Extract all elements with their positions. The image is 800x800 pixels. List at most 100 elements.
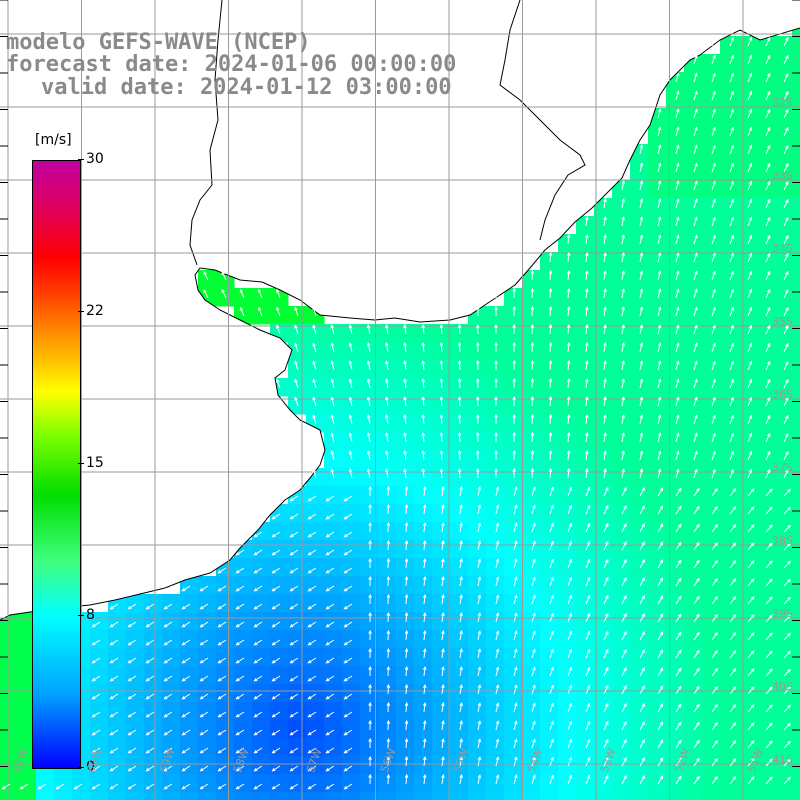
wind-arrow-head [639,162,644,167]
wind-arrow-head [694,378,698,383]
wind-arrow-head [145,785,150,790]
wind-speed-cell [558,324,577,343]
wind-arrow [290,657,299,664]
wind-arrow-head [422,485,427,491]
wind-speed-cell [486,378,505,397]
wind-speed-cell [306,576,325,595]
wind-arrow-head [730,36,735,41]
wind-speed-cell [504,756,523,775]
wind-arrow-head [348,378,353,383]
wind-arrow [404,343,407,353]
wind-arrow-head [568,720,573,725]
wind-speed-cell [612,342,631,361]
wind-arrow [765,235,771,245]
wind-arrow [621,415,625,425]
wind-arrow [657,289,661,299]
wind-arrow [92,711,101,718]
wind-speed-cell [540,630,559,649]
wind-speed-cell [360,792,379,800]
wind-speed-cell [756,774,775,793]
wind-arrow-head [605,630,609,635]
wind-arrow-head [127,623,132,628]
wind-arrow [567,667,572,677]
wind-arrow-head [289,767,294,772]
wind-speed-cell [342,324,361,343]
wind-arrow-head [641,577,645,582]
wind-arrow [747,704,755,713]
wind-arrow-head [325,659,330,664]
wind-speed-cell [594,540,613,559]
wind-arrow [459,667,463,677]
wind-arrow [182,657,191,664]
wind-arrow [513,613,517,623]
wind-speed-cell [648,558,667,577]
wind-speed-cell [18,630,37,649]
wind-arrow-head [181,767,186,772]
wind-arrow-head [677,703,682,708]
wind-speed-cell [684,684,703,703]
wind-arrow-head [603,414,607,419]
wind-arrow-head [712,72,716,77]
wind-speed-cell [18,702,37,721]
wind-arrow-head [767,378,771,383]
wind-arrow-head [714,739,718,744]
wind-arrow [440,450,443,461]
wind-arrow-head [457,395,462,400]
wind-arrow [765,451,771,461]
wind-arrow-head [477,630,482,635]
wind-speed-cell [270,756,289,775]
wind-speed-cell [378,342,397,361]
wind-arrow [603,541,609,551]
wind-arrow-head [767,216,771,221]
wind-speed-cell [774,108,793,127]
wind-speed-cell [432,504,451,523]
wind-speed-cell [378,756,397,775]
wind-arrow-head [659,757,664,762]
wind-arrow [639,433,643,443]
wind-arrow-head [532,504,536,509]
wind-arrow-head [532,630,536,635]
wind-arrow [405,540,408,551]
wind-arrow-head [623,594,627,599]
wind-arrow-head [348,432,353,437]
wind-arrow [603,703,609,713]
wind-arrow [693,433,698,443]
wind-speed-cell [378,414,397,433]
wind-arrow-head [566,395,571,401]
wind-speed-cell [450,684,469,703]
wind-arrow-head [676,72,680,77]
wind-arrow [404,397,407,407]
wind-arrow [603,199,606,209]
wind-arrow-head [767,144,771,149]
wind-speed-cell [504,540,523,559]
wind-arrow-head [532,702,536,707]
wind-arrow-head [641,667,645,672]
wind-arrow-head [586,504,591,509]
wind-arrow-head [325,497,330,502]
wind-arrow [621,739,627,749]
wind-arrow-head [677,541,682,546]
wind-arrow [621,631,627,641]
wind-arrow-head [439,467,444,473]
wind-arrow [513,685,517,695]
wind-speed-cell [108,774,127,793]
wind-speed-cell [666,324,685,343]
wind-arrow [657,433,661,443]
wind-arrow [675,758,682,767]
wind-speed-cell [792,522,800,541]
wind-arrow-head [568,774,573,779]
wind-speed-cell [738,252,757,271]
wind-speed-cell [648,504,667,523]
wind-arrow [513,577,517,587]
wind-arrow [783,127,789,137]
wind-arrow [711,451,716,461]
wind-arrow [639,145,643,155]
wind-speed-cell [792,270,800,289]
wind-arrow-head [348,324,353,329]
wind-arrow [711,361,716,371]
wind-speed-cell [486,702,505,721]
wind-arrow [458,378,461,389]
wind-arrow [603,649,609,659]
wind-arrow-head [271,713,276,718]
wind-speed-cell [306,720,325,739]
